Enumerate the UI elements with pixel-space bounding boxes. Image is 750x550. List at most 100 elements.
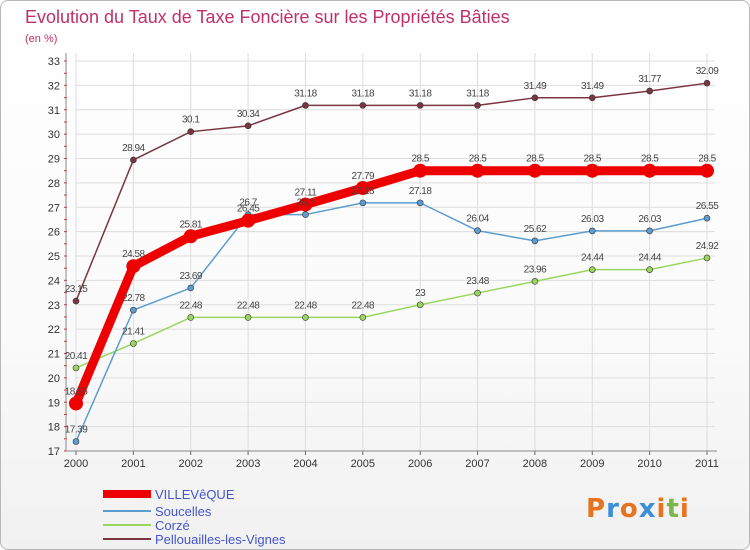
- data-label: 25.62: [524, 224, 547, 235]
- x-tick-label: 2004: [293, 458, 317, 470]
- data-label: 27.18: [352, 186, 375, 197]
- data-point: [302, 102, 309, 109]
- data-point: [183, 229, 198, 244]
- data-label: 17.39: [65, 424, 88, 435]
- y-tick-label: 25: [48, 251, 60, 263]
- data-point: [588, 227, 596, 235]
- data-label: 31.18: [352, 88, 375, 99]
- x-tick-label: 2005: [351, 458, 375, 470]
- data-point: [470, 163, 485, 178]
- data-label: 22.48: [294, 300, 317, 311]
- data-label: 23.96: [524, 264, 547, 275]
- data-point: [474, 102, 481, 109]
- data-point: [700, 163, 714, 178]
- y-tick-label: 28: [48, 178, 60, 190]
- data-point: [646, 227, 653, 235]
- data-point: [413, 163, 428, 178]
- data-point: [130, 306, 137, 314]
- y-tick-label: 24: [48, 275, 60, 287]
- logo-letter: i: [657, 494, 667, 524]
- data-label: 23.48: [466, 276, 489, 287]
- axes: [64, 53, 717, 455]
- data-label: 31.18: [466, 88, 489, 99]
- x-tick-label: 2000: [64, 458, 88, 470]
- data-label: 22.48: [179, 300, 202, 311]
- data-point: [72, 364, 80, 372]
- y-tick-label: 29: [48, 154, 60, 166]
- legend: VILLEVêQUE SoucellesCorzéPellouailles-les…: [103, 487, 286, 547]
- series-layer: [69, 79, 714, 445]
- y-tick-label: 31: [48, 105, 60, 117]
- data-label: 22.48: [352, 300, 375, 311]
- x-tick-label: 2007: [465, 458, 489, 470]
- x-tick-label: 2008: [523, 458, 547, 470]
- data-point: [416, 301, 424, 309]
- data-point: [244, 314, 252, 321]
- legend-label: Corzé: [155, 518, 190, 533]
- data-point: [302, 211, 309, 218]
- data-label: 22.48: [237, 300, 260, 311]
- data-label: 31.49: [581, 81, 604, 92]
- data-point: [69, 396, 83, 411]
- data-label: 26.7: [297, 198, 315, 209]
- data-label: 28.94: [122, 143, 145, 154]
- x-tick-label: 2006: [408, 458, 432, 470]
- data-point: [474, 227, 481, 234]
- data-point: [703, 214, 711, 222]
- y-tick-labels: 17 18 19 20 21 22 23 24 25 26 27 28 29 30 31 32 33: [48, 56, 60, 458]
- data-label: 30.1: [182, 115, 200, 126]
- data-label: 28.5: [411, 154, 429, 165]
- legend-label: Soucelles: [155, 504, 212, 519]
- legend-label: VILLEVêQUE: [155, 487, 235, 502]
- data-point: [588, 94, 596, 102]
- chart-title: Evolution du Taux de Taxe Foncière sur l…: [25, 7, 510, 27]
- legend-label: Pellouailles-les-Vignes: [155, 532, 286, 547]
- data-label: 31.18: [294, 88, 317, 99]
- x-tick-label: 2002: [178, 458, 202, 470]
- data-labels: 23.15 28.94 30.1 30.34 31.18 31.18 31.18 31.18 3…: [65, 66, 720, 435]
- y-tick-label: 22: [48, 324, 60, 336]
- y-tick-label: 32: [48, 80, 60, 92]
- data-point: [72, 438, 80, 445]
- data-label: 21.41: [122, 327, 145, 338]
- x-tick-label: 2009: [580, 458, 604, 470]
- data-label: 26.55: [696, 201, 719, 212]
- data-point: [187, 314, 195, 321]
- data-label: 26.03: [638, 214, 661, 225]
- series-line-soucelles: [75, 202, 708, 443]
- y-tick-label: 23: [48, 300, 60, 312]
- data-label: 23.15: [65, 284, 88, 295]
- y-tick-label: 27: [48, 202, 60, 214]
- data-label: 20.41: [65, 351, 88, 362]
- grid: [75, 53, 715, 451]
- y-tick-label: 17: [48, 446, 60, 458]
- data-point: [531, 237, 539, 245]
- data-label: 24.44: [638, 253, 661, 264]
- data-point: [474, 289, 481, 297]
- data-label: 23.69: [179, 271, 202, 282]
- chart-subtitle: (en %): [25, 33, 57, 45]
- logo-letter: t: [666, 494, 679, 524]
- y-tick-label: 20: [48, 373, 60, 385]
- data-point: [588, 266, 596, 273]
- data-label: 28.5: [526, 154, 544, 165]
- data-label: 23: [415, 288, 426, 299]
- x-tick-label: 2001: [121, 458, 145, 470]
- data-point: [72, 297, 80, 305]
- data-point: [359, 199, 367, 207]
- data-point: [298, 197, 313, 212]
- data-point: [527, 163, 542, 178]
- logo-letter: r: [606, 494, 620, 524]
- data-point: [130, 340, 137, 347]
- data-label: 26.45: [237, 204, 260, 215]
- data-label: 26.04: [466, 214, 489, 225]
- data-label: 26.7: [239, 198, 257, 209]
- x-tick-label: 2003: [236, 458, 260, 470]
- data-label: 18.95: [65, 386, 88, 397]
- data-point: [416, 102, 424, 109]
- y-tick-label: 26: [48, 227, 60, 239]
- data-label: 31.49: [524, 81, 547, 92]
- x-tick-labels: 2000 2001 2002 2003 2004 2005 2006 2007 2008 2009…: [64, 458, 719, 470]
